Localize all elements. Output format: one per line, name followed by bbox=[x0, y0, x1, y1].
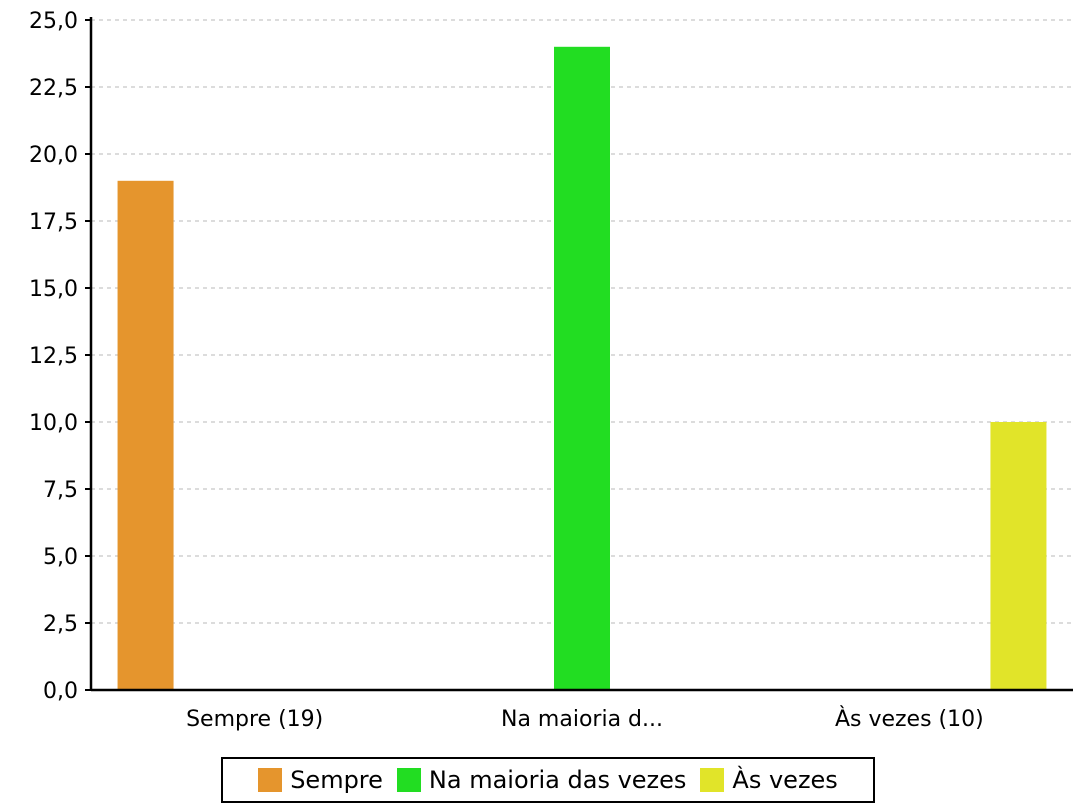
y-tick-label: 15,0 bbox=[29, 277, 78, 302]
y-tick-label: 20,0 bbox=[29, 143, 78, 168]
legend-label-as-vezes: Às vezes bbox=[732, 766, 838, 794]
bar bbox=[554, 46, 610, 691]
y-tick-label: 12,5 bbox=[29, 344, 78, 369]
legend-item-as-vezes: Às vezes bbox=[700, 766, 838, 794]
legend-swatch-sempre bbox=[258, 768, 283, 792]
bar bbox=[990, 422, 1047, 690]
legend-swatch-as-vezes bbox=[700, 768, 725, 792]
legend-label-sempre: Sempre bbox=[290, 766, 383, 794]
y-tick-label: 0,0 bbox=[43, 679, 78, 704]
chart-legend: Sempre Na maioria das vezes Às vezes bbox=[221, 757, 875, 803]
legend-swatch-na-maioria bbox=[396, 768, 421, 792]
y-tick-label: 25,0 bbox=[29, 9, 78, 34]
bar bbox=[117, 180, 174, 691]
legend-item-na-maioria: Na maioria das vezes bbox=[396, 766, 687, 794]
y-tick-label: 22,5 bbox=[29, 76, 78, 101]
y-tick-label: 2,5 bbox=[43, 612, 78, 637]
y-tick-label: 17,5 bbox=[29, 210, 78, 235]
legend-label-na-maioria: Na maioria das vezes bbox=[428, 766, 687, 794]
y-tick-label: 7,5 bbox=[43, 478, 78, 503]
y-tick-label: 5,0 bbox=[43, 545, 78, 570]
x-tick-label: Às vezes (10) bbox=[835, 706, 984, 732]
x-tick-label: Na maioria d... bbox=[501, 707, 663, 732]
x-tick-label: Sempre (19) bbox=[186, 707, 323, 732]
legend-item-sempre: Sempre bbox=[258, 766, 383, 794]
y-tick-label: 10,0 bbox=[29, 411, 78, 436]
